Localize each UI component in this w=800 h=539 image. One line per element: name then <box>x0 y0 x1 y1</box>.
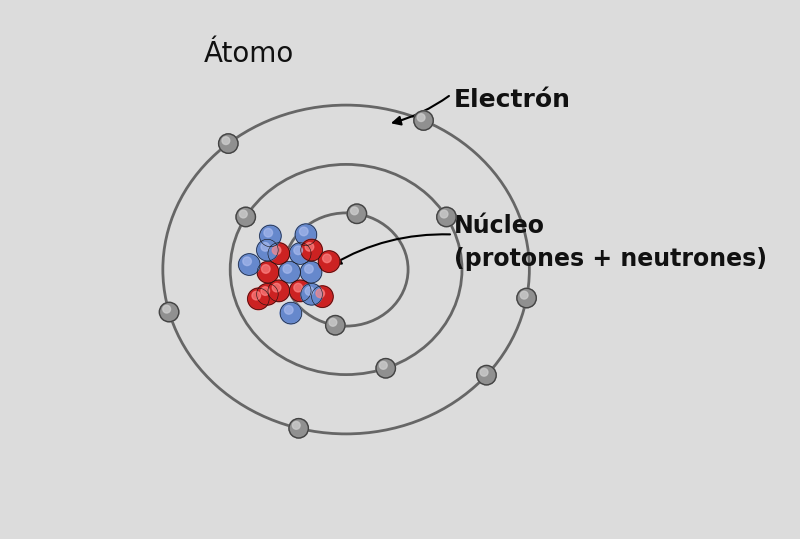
Circle shape <box>322 254 331 262</box>
Circle shape <box>272 284 281 292</box>
Circle shape <box>329 319 337 326</box>
Circle shape <box>517 288 536 308</box>
Circle shape <box>242 257 251 266</box>
Circle shape <box>414 111 434 130</box>
Circle shape <box>305 287 314 295</box>
Circle shape <box>278 261 300 283</box>
Circle shape <box>520 291 528 299</box>
Circle shape <box>347 204 366 224</box>
Circle shape <box>261 243 270 251</box>
Text: Núcleo
(protones + neutrones): Núcleo (protones + neutrones) <box>454 214 767 271</box>
Circle shape <box>300 261 322 283</box>
Circle shape <box>290 280 311 302</box>
Circle shape <box>418 114 425 121</box>
Text: Átomo: Átomo <box>204 40 294 68</box>
Circle shape <box>299 227 308 236</box>
Circle shape <box>283 265 292 273</box>
Circle shape <box>257 239 278 261</box>
Circle shape <box>477 365 496 385</box>
Circle shape <box>294 284 302 292</box>
Circle shape <box>239 210 247 218</box>
Circle shape <box>257 284 278 305</box>
Circle shape <box>252 291 261 300</box>
Circle shape <box>312 286 333 307</box>
Circle shape <box>440 210 448 218</box>
Circle shape <box>316 289 325 298</box>
Circle shape <box>295 224 317 245</box>
Circle shape <box>162 305 170 313</box>
Circle shape <box>272 246 281 254</box>
Circle shape <box>305 265 314 273</box>
Circle shape <box>257 261 278 283</box>
Circle shape <box>268 243 290 264</box>
Circle shape <box>350 207 358 215</box>
Circle shape <box>292 421 300 429</box>
Circle shape <box>301 239 322 261</box>
Circle shape <box>264 229 273 237</box>
Circle shape <box>285 306 293 314</box>
Circle shape <box>236 207 255 226</box>
Circle shape <box>326 315 345 335</box>
Circle shape <box>248 288 269 309</box>
Circle shape <box>262 265 270 273</box>
Circle shape <box>379 362 387 369</box>
Circle shape <box>260 225 281 247</box>
Circle shape <box>289 419 308 438</box>
Circle shape <box>480 368 488 376</box>
Circle shape <box>268 280 290 302</box>
Circle shape <box>294 246 302 254</box>
Circle shape <box>238 254 260 275</box>
Circle shape <box>305 243 314 251</box>
Circle shape <box>301 284 322 305</box>
Circle shape <box>376 358 395 378</box>
Circle shape <box>290 243 311 264</box>
Circle shape <box>218 134 238 153</box>
Circle shape <box>159 302 178 322</box>
Circle shape <box>222 137 230 144</box>
Circle shape <box>261 287 270 295</box>
Circle shape <box>318 251 340 272</box>
Text: Electrón: Electrón <box>454 88 571 112</box>
Circle shape <box>280 302 302 324</box>
Circle shape <box>437 207 456 226</box>
